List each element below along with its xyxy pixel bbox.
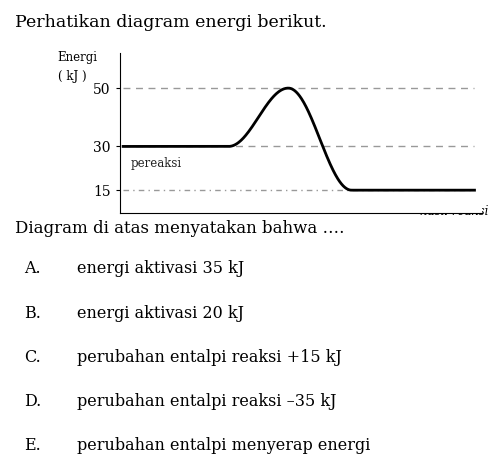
Text: energi aktivasi 20 kJ: energi aktivasi 20 kJ (77, 305, 244, 322)
Text: perubahan entalpi reaksi +15 kJ: perubahan entalpi reaksi +15 kJ (77, 349, 342, 366)
Text: perubahan entalpi reaksi –35 kJ: perubahan entalpi reaksi –35 kJ (77, 393, 336, 410)
Text: ( kJ ): ( kJ ) (58, 70, 86, 82)
Text: Energi: Energi (58, 51, 98, 64)
Text: E.: E. (24, 437, 41, 454)
Text: B.: B. (24, 305, 41, 322)
Text: Diagram di atas menyatakan bahwa ….: Diagram di atas menyatakan bahwa …. (15, 219, 344, 237)
Text: energi aktivasi 35 kJ: energi aktivasi 35 kJ (77, 260, 244, 278)
Text: D.: D. (24, 393, 42, 410)
Text: A.: A. (24, 260, 41, 278)
Text: C.: C. (24, 349, 41, 366)
Text: hasil reaksi: hasil reaksi (420, 205, 489, 218)
Text: Perhatikan diagram energi berikut.: Perhatikan diagram energi berikut. (15, 14, 326, 31)
Text: perubahan entalpi menyerap energi: perubahan entalpi menyerap energi (77, 437, 370, 454)
